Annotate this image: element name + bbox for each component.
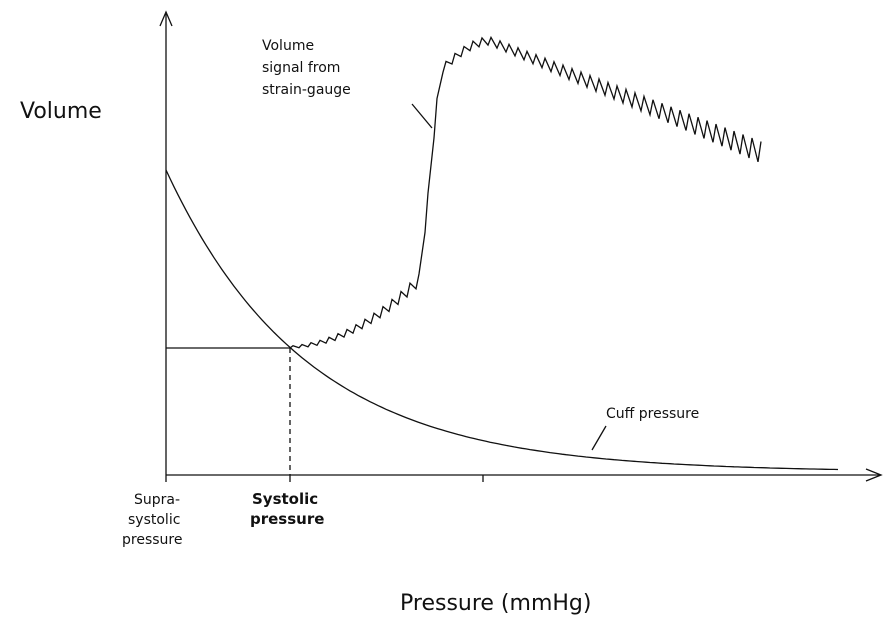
x-axis-label: Pressure (mmHg) bbox=[400, 591, 591, 616]
leader-line bbox=[591, 425, 607, 451]
annotation: Volume bbox=[262, 38, 314, 54]
x-label: systolic bbox=[128, 512, 180, 528]
annotation: Cuff pressure bbox=[606, 406, 699, 422]
x-label: pressure bbox=[122, 532, 182, 548]
x-label: pressure bbox=[250, 510, 324, 528]
leader-line bbox=[411, 103, 433, 129]
y-axis-label: Volume bbox=[20, 99, 102, 124]
y-axis-arrow bbox=[159, 10, 173, 27]
x-label: Supra- bbox=[134, 492, 180, 508]
cuff-pressure-curve bbox=[165, 169, 839, 471]
volume-signal-curve bbox=[289, 35, 762, 349]
annotation: strain-gauge bbox=[262, 82, 351, 98]
x-axis-arrow bbox=[865, 468, 883, 482]
x-label: Systolic bbox=[252, 490, 318, 508]
annotation: signal from bbox=[262, 60, 340, 76]
